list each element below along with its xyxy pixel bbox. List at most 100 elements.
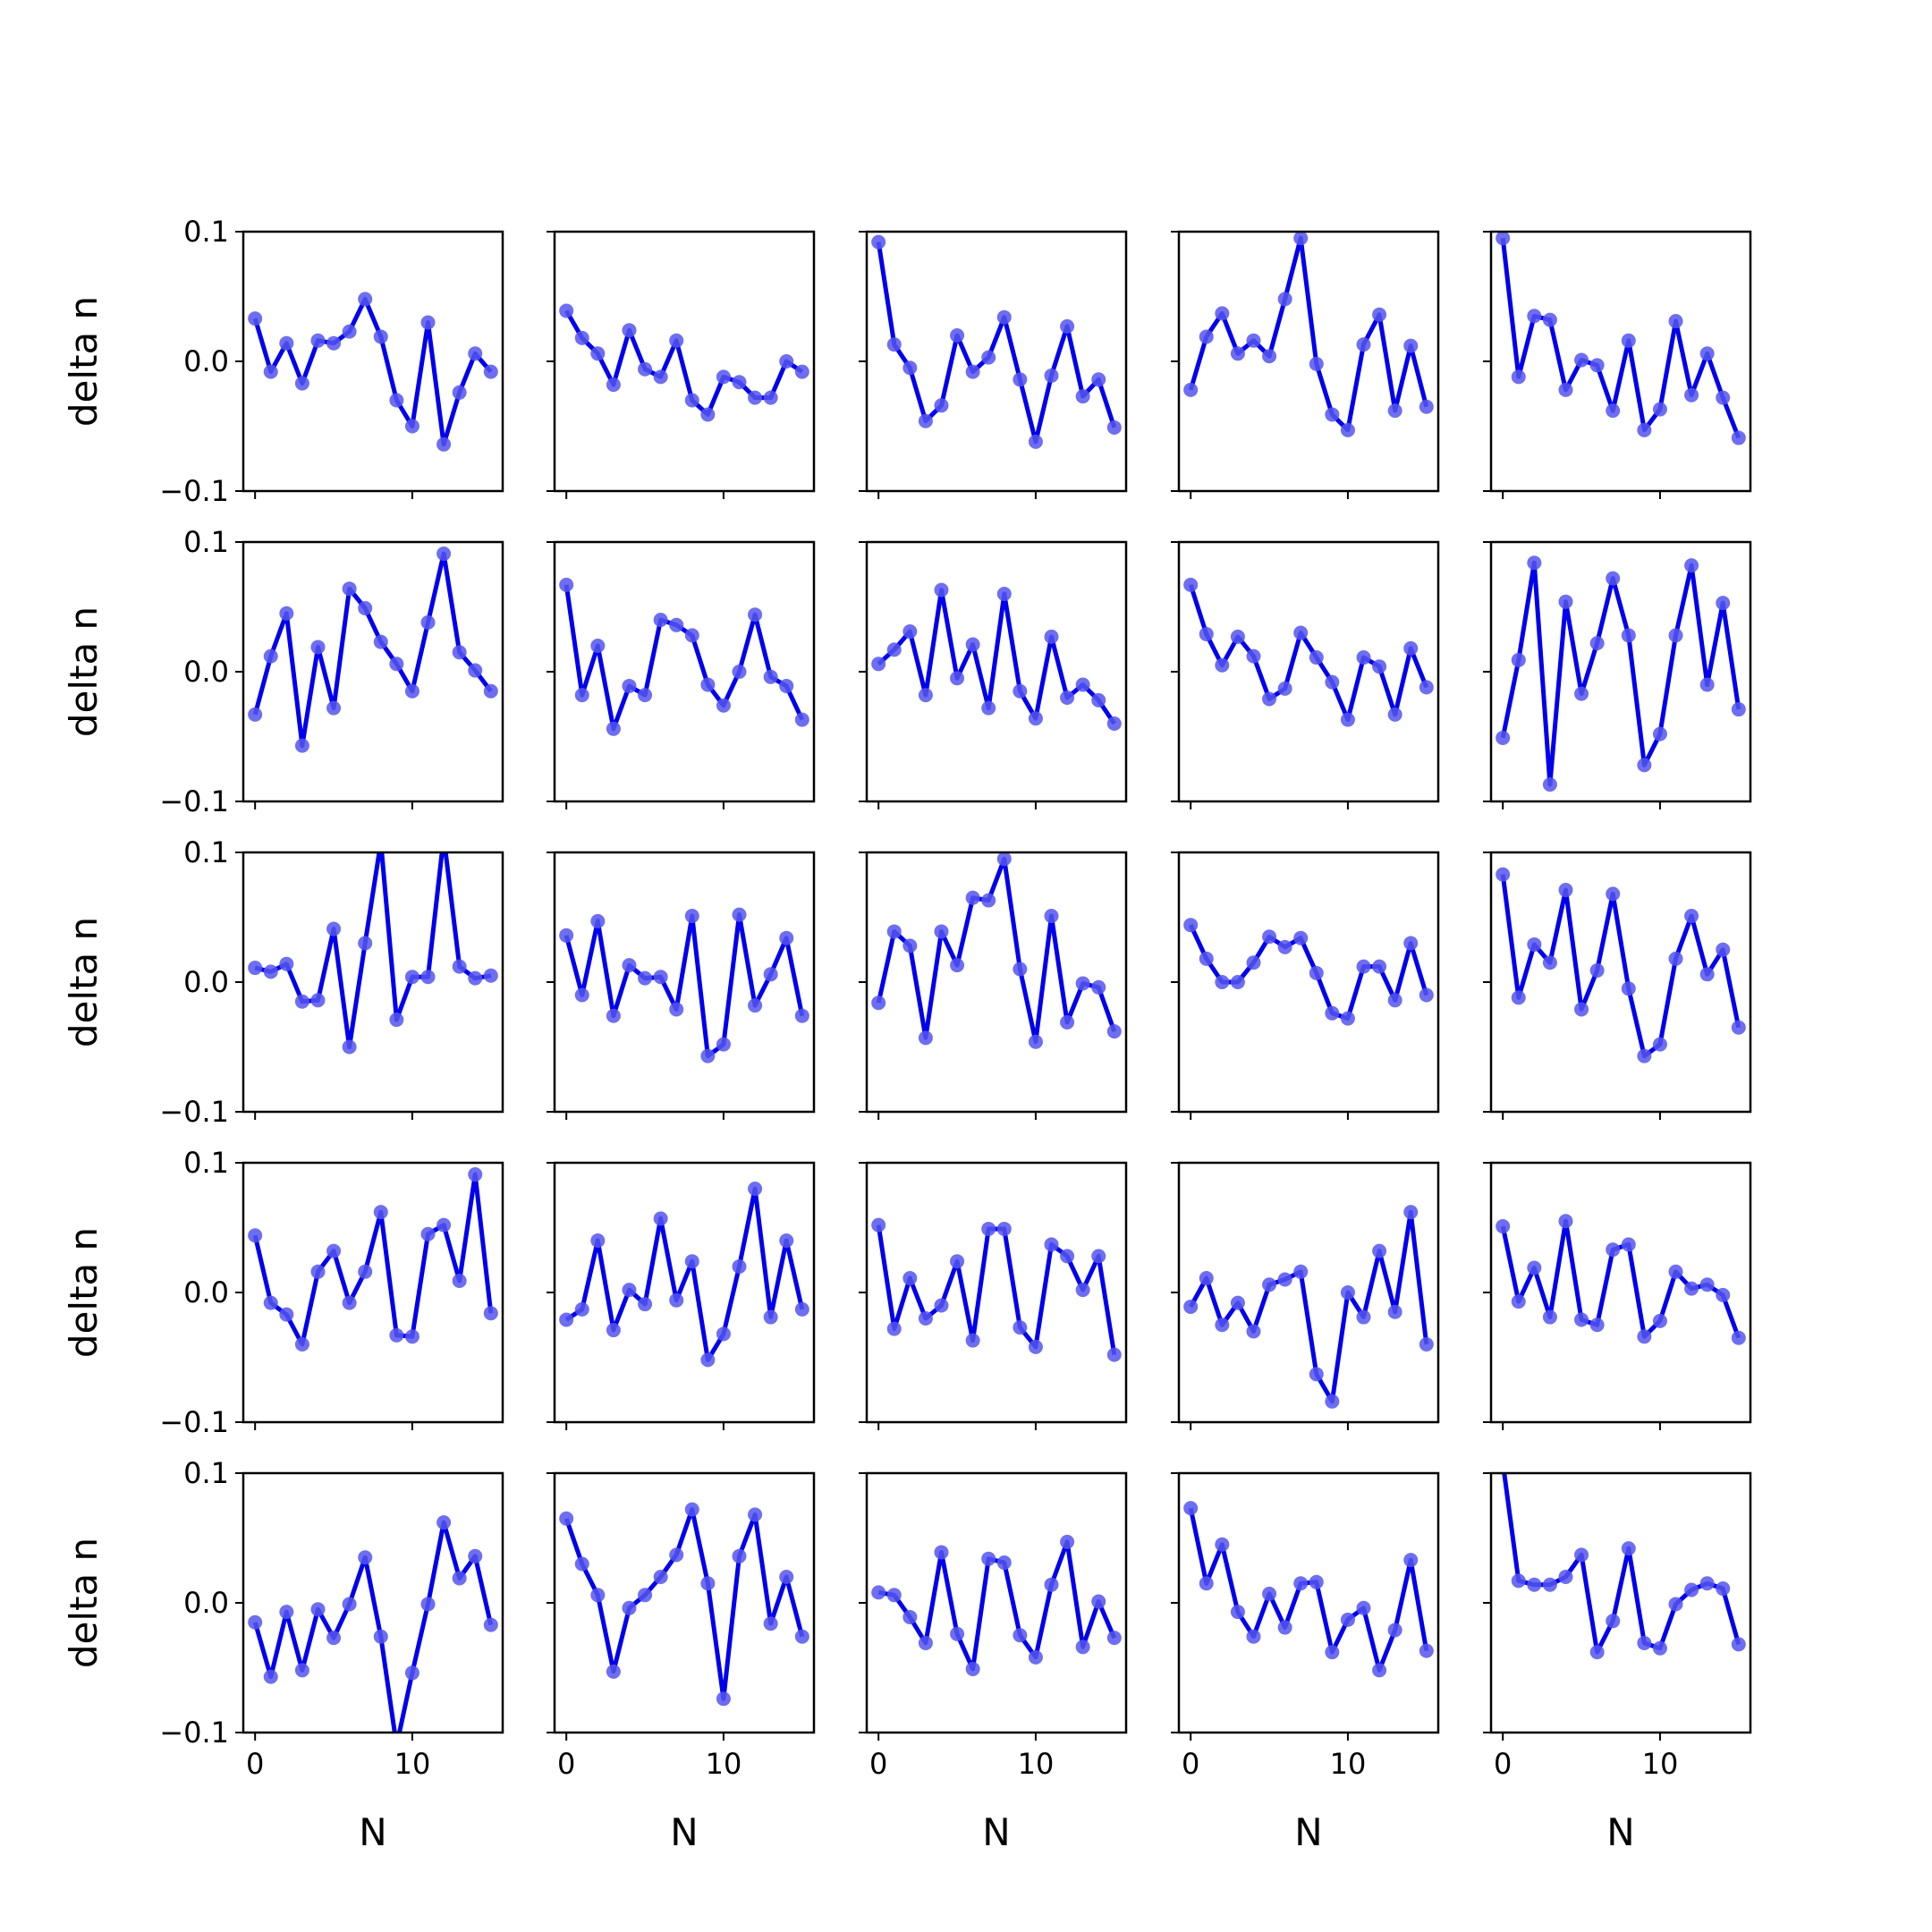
data-point bbox=[574, 688, 589, 703]
data-point bbox=[1230, 1295, 1245, 1310]
data-point bbox=[1230, 346, 1245, 361]
data-point bbox=[1091, 1249, 1106, 1264]
data-point bbox=[965, 1661, 980, 1676]
data-point bbox=[716, 1037, 731, 1052]
data-point bbox=[716, 1326, 731, 1342]
data-point bbox=[1230, 975, 1245, 989]
data-point bbox=[871, 1217, 886, 1233]
data-point bbox=[1403, 338, 1419, 353]
data-point bbox=[732, 907, 747, 922]
data-point bbox=[669, 1547, 684, 1563]
data-point bbox=[684, 628, 699, 643]
data-point bbox=[779, 1233, 794, 1248]
series-line bbox=[1188, 235, 1429, 433]
data-point bbox=[918, 1030, 933, 1046]
axes-frame bbox=[1489, 851, 1752, 1114]
data-point bbox=[1013, 1320, 1028, 1335]
data-point bbox=[1403, 1553, 1419, 1568]
data-point bbox=[1262, 929, 1277, 945]
x-tick-label: 0 bbox=[246, 1747, 264, 1781]
subplot-4-2 bbox=[547, 1161, 816, 1430]
data-point bbox=[1091, 1594, 1106, 1609]
data-point bbox=[248, 1228, 263, 1243]
data-point bbox=[1574, 1002, 1589, 1017]
data-point bbox=[1511, 990, 1526, 1005]
data-point bbox=[871, 657, 886, 672]
data-point bbox=[468, 663, 483, 678]
axes-frame bbox=[865, 230, 1128, 493]
data-point bbox=[1075, 389, 1090, 404]
data-point bbox=[420, 315, 436, 330]
data-point bbox=[1606, 403, 1621, 419]
data-point bbox=[326, 1243, 342, 1258]
data-point bbox=[1091, 692, 1106, 708]
data-point bbox=[279, 1307, 294, 1322]
data-point bbox=[574, 330, 589, 345]
subplot-3-2 bbox=[547, 851, 816, 1120]
data-point bbox=[606, 1008, 621, 1023]
data-point bbox=[1246, 333, 1261, 348]
subplot-4-4 bbox=[1171, 1161, 1440, 1430]
data-point bbox=[653, 1570, 668, 1584]
y-tick-label: −0.1 bbox=[159, 1405, 229, 1439]
data-point bbox=[1606, 1614, 1621, 1629]
series bbox=[1183, 1501, 1434, 1678]
data-point bbox=[1637, 422, 1652, 437]
data-point bbox=[389, 657, 404, 672]
series-line bbox=[564, 1186, 805, 1362]
data-point bbox=[1527, 1577, 1542, 1592]
series bbox=[871, 1534, 1122, 1676]
axes-frame bbox=[553, 851, 816, 1114]
data-point bbox=[1372, 1663, 1387, 1678]
data-point bbox=[902, 360, 918, 376]
subplot-1-4 bbox=[1171, 230, 1440, 499]
data-point bbox=[420, 1597, 436, 1612]
series-line bbox=[1500, 560, 1741, 787]
x-tick-label: 0 bbox=[1494, 1747, 1512, 1781]
data-point bbox=[326, 921, 342, 936]
series bbox=[559, 1502, 809, 1707]
y-tick-label: 0.0 bbox=[183, 655, 229, 689]
data-point bbox=[1277, 681, 1292, 696]
y-tick-label: 0.1 bbox=[183, 215, 229, 249]
data-point bbox=[934, 1298, 949, 1313]
data-point bbox=[436, 547, 452, 562]
subplot-1-2 bbox=[547, 230, 816, 499]
data-point bbox=[452, 645, 467, 660]
data-point bbox=[1387, 1304, 1402, 1319]
data-point bbox=[638, 970, 653, 986]
data-point bbox=[1731, 1637, 1746, 1652]
data-point bbox=[559, 928, 574, 943]
data-point bbox=[716, 1691, 731, 1707]
data-point bbox=[934, 924, 949, 939]
data-point bbox=[1716, 1581, 1731, 1597]
data-point bbox=[1075, 677, 1090, 692]
data-point bbox=[1699, 677, 1715, 692]
data-point bbox=[779, 354, 794, 369]
data-point bbox=[716, 369, 731, 385]
data-point bbox=[902, 1609, 918, 1624]
data-point bbox=[950, 671, 965, 686]
subplot-4-1: −0.1 0.0 0.1 delta n bbox=[62, 1146, 504, 1439]
axes-frame bbox=[553, 230, 816, 493]
series bbox=[1496, 1214, 1746, 1345]
data-point bbox=[950, 1254, 965, 1269]
data-point bbox=[1013, 683, 1028, 699]
data-point bbox=[763, 967, 778, 982]
series bbox=[559, 577, 809, 736]
data-point bbox=[981, 700, 996, 716]
data-point bbox=[248, 1614, 263, 1630]
series-line bbox=[564, 309, 804, 417]
data-point bbox=[981, 893, 996, 908]
data-point bbox=[373, 1629, 388, 1644]
data-point bbox=[326, 700, 342, 716]
data-point bbox=[1044, 909, 1059, 924]
data-point bbox=[483, 683, 498, 699]
data-point bbox=[669, 333, 684, 348]
data-point bbox=[1558, 883, 1573, 898]
data-point bbox=[1028, 434, 1043, 449]
data-point bbox=[700, 1576, 716, 1591]
series-line bbox=[1188, 1507, 1429, 1673]
data-point bbox=[622, 1283, 637, 1298]
x-axis-label: N bbox=[359, 1810, 386, 1854]
